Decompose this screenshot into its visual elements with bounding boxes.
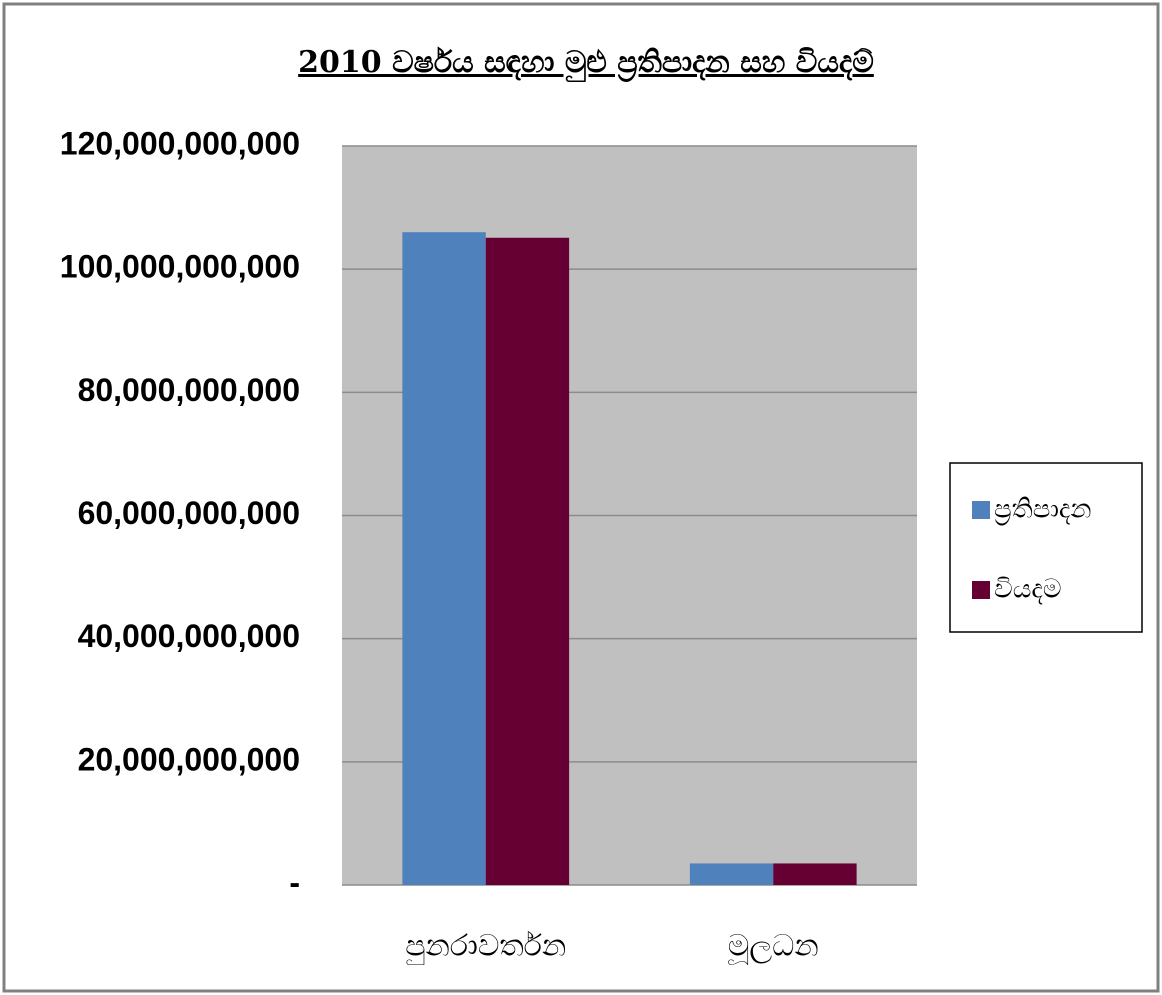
legend-swatch [972, 581, 990, 599]
x-tick-label: මූලධන [727, 929, 818, 966]
y-tick-label: - [289, 864, 300, 900]
legend [949, 462, 1143, 633]
y-tick-label: 40,000,000,000 [78, 618, 300, 654]
legend-label: වියදම [994, 575, 1062, 605]
y-tick-label: 120,000,000,000 [60, 125, 300, 161]
bar [402, 232, 486, 885]
x-tick-label: පුනරාවර්තන [405, 929, 566, 966]
bar [773, 863, 857, 885]
legend-swatch [972, 501, 990, 519]
y-tick-label: 80,000,000,000 [78, 372, 300, 408]
bar [485, 237, 570, 886]
y-tick-label: 100,000,000,000 [60, 249, 300, 285]
legend-label: ප්‍රතිපාදන [994, 495, 1092, 527]
y-tick-label: 60,000,000,000 [78, 495, 300, 531]
y-tick-label: 20,000,000,000 [78, 741, 300, 777]
chart-title: 2010 වර්ෂය සඳහා මුළු ප්‍රතිපාදන සහ වියදම… [298, 45, 874, 83]
bar [689, 863, 774, 885]
